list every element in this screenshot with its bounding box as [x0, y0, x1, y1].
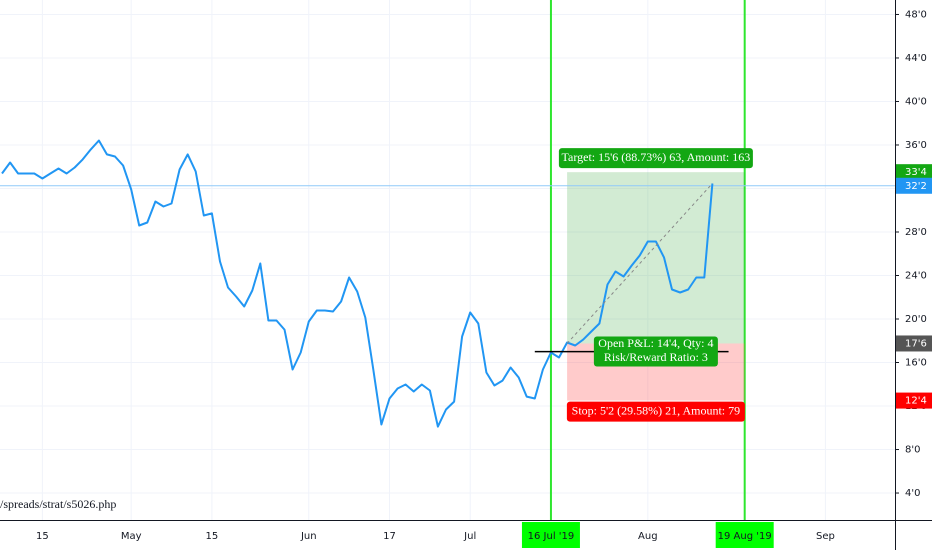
x-highlight	[715, 522, 774, 548]
x-tick-label: 17	[383, 531, 396, 542]
price-badge-label: 17'6	[905, 338, 927, 349]
grid	[0, 0, 895, 520]
target-label-box	[558, 148, 753, 169]
price-badge	[896, 164, 932, 181]
y-tick-label: 4'0	[905, 488, 920, 499]
x-tick-label: Jul	[463, 531, 476, 542]
x-tick-label: 15	[206, 531, 219, 542]
price-badge-label: 33'4	[905, 167, 927, 178]
plot: Target: 15'6 (88.73%) 63, Amount: 163 Ope…	[0, 0, 895, 520]
y-tick-label: 20'0	[905, 314, 927, 325]
y-tick-label: 36'0	[905, 140, 927, 151]
y-tick-label: 44'0	[905, 53, 927, 64]
price-badge-label: 32'2	[905, 181, 927, 192]
footer: /spreads/strat/s5026.php	[0, 497, 116, 511]
stop-label-box	[566, 401, 745, 422]
pnl-label-box	[593, 336, 718, 367]
target-zone	[567, 172, 745, 344]
price-badge	[896, 392, 932, 409]
x-tick-label: Sep	[816, 531, 835, 542]
x-tick-label: May	[121, 531, 142, 542]
x-tick-label: Aug	[638, 531, 658, 542]
y-tick-label: 24'0	[905, 270, 927, 281]
x-highlight	[521, 522, 580, 548]
price-line	[1, 139, 714, 428]
stop-label: Stop: 5'2 (29.58%) 21, Amount: 79	[572, 403, 741, 417]
x-tick-label: Jun	[300, 531, 317, 542]
axes: 4'08'012'016'020'024'028'032'036'040'044…	[36, 9, 932, 548]
price-badge	[896, 335, 932, 352]
y-tick-label: 40'0	[905, 96, 927, 107]
y-tick-label: 8'0	[905, 445, 920, 456]
x-tick-label: 19 Aug '19	[718, 531, 772, 542]
ratio-label: Risk/Reward Ratio: 3	[604, 350, 708, 364]
x-tick-label: 16 Jul '19	[528, 531, 575, 542]
y-tick-label: 28'0	[905, 227, 927, 238]
y-tick-label: 48'0	[905, 9, 927, 20]
y-tick-label: 16'0	[905, 358, 927, 369]
trend-dashed	[566, 183, 713, 344]
pnl-label: Open P&L: 14'4, Qty: 4	[598, 336, 713, 350]
price-badge-label: 12'4	[905, 396, 927, 407]
price-badge	[896, 177, 932, 194]
x-tick-label: 15	[36, 531, 49, 542]
target-label: Target: 15'6 (88.73%) 63, Amount: 163	[562, 150, 751, 164]
